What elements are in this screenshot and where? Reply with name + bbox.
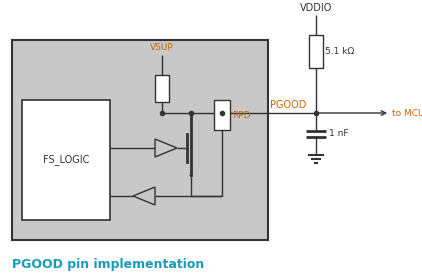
Text: PGOOD pin implementation: PGOOD pin implementation [12,258,204,271]
Text: VDDIO: VDDIO [300,3,332,13]
Text: PGOOD: PGOOD [270,100,306,110]
Text: FS_LOGIC: FS_LOGIC [43,155,89,165]
Text: VSUP: VSUP [150,43,174,52]
Text: to MCU PORB: to MCU PORB [392,109,422,117]
Text: RPD: RPD [232,111,251,119]
Bar [309,35,323,68]
Bar [214,100,230,130]
Bar [22,100,110,220]
Bar [12,40,268,240]
Text: 5.1 kΩ: 5.1 kΩ [325,47,354,56]
Text: 1 nF: 1 nF [329,130,349,138]
Bar [155,75,169,102]
